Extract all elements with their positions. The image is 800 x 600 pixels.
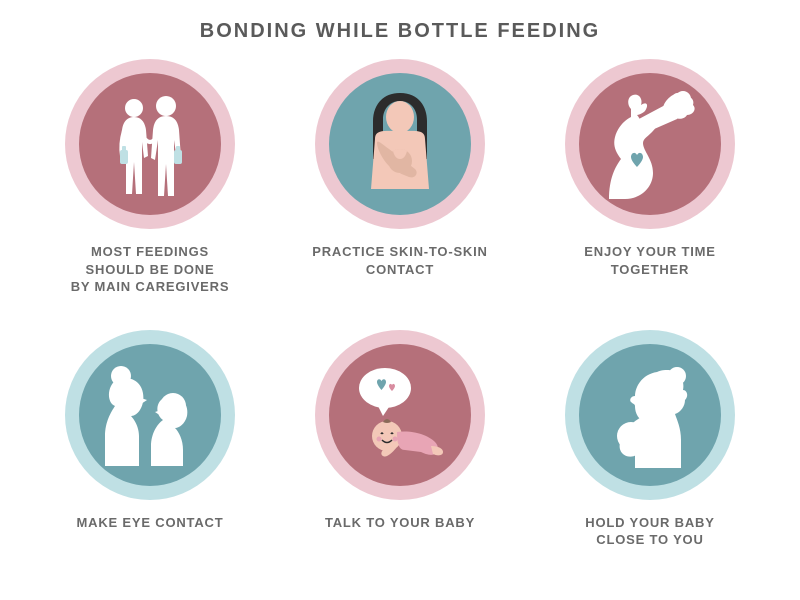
circle-ring [315, 59, 485, 229]
circle-ring [65, 330, 235, 500]
circle-ring [65, 59, 235, 229]
tip-caption: MAKE EYE CONTACT [77, 514, 224, 532]
tip-caption: TALK TO YOUR BABY [325, 514, 475, 532]
eye-contact-icon [85, 350, 215, 480]
circle-inner [579, 344, 721, 486]
tip-caption: MOST FEEDINGS SHOULD BE DONE BY MAIN CAR… [71, 243, 230, 296]
tip-talk-to-baby: TALK TO YOUR BABY [290, 330, 510, 581]
tips-grid: MOST FEEDINGS SHOULD BE DONE BY MAIN CAR… [40, 59, 760, 580]
circle-inner [79, 73, 221, 215]
hold-close-icon [585, 350, 715, 480]
talk-to-baby-icon [335, 350, 465, 480]
circle-inner [579, 73, 721, 215]
tip-caption: PRACTICE SKIN-TO-SKIN CONTACT [312, 243, 487, 278]
circle-inner [329, 344, 471, 486]
tip-caregivers: MOST FEEDINGS SHOULD BE DONE BY MAIN CAR… [40, 59, 260, 310]
tip-enjoy-time: ENJOY YOUR TIME TOGETHER [540, 59, 760, 310]
infographic-container: BONDING WHILE BOTTLE FEEDING [0, 0, 800, 600]
skin-to-skin-icon [335, 79, 465, 209]
tip-eye-contact: MAKE EYE CONTACT [40, 330, 260, 581]
tip-caption: ENJOY YOUR TIME TOGETHER [545, 243, 755, 278]
caregivers-icon [90, 84, 210, 204]
tip-skin-to-skin: PRACTICE SKIN-TO-SKIN CONTACT [290, 59, 510, 310]
enjoy-time-icon [585, 79, 715, 209]
page-title: BONDING WHILE BOTTLE FEEDING [40, 20, 760, 43]
tip-caption: HOLD YOUR BABY CLOSE TO YOU [585, 514, 714, 549]
circle-inner [329, 73, 471, 215]
tip-hold-close: HOLD YOUR BABY CLOSE TO YOU [540, 330, 760, 581]
circle-ring [315, 330, 485, 500]
circle-inner [79, 344, 221, 486]
circle-ring [565, 59, 735, 229]
circle-ring [565, 330, 735, 500]
